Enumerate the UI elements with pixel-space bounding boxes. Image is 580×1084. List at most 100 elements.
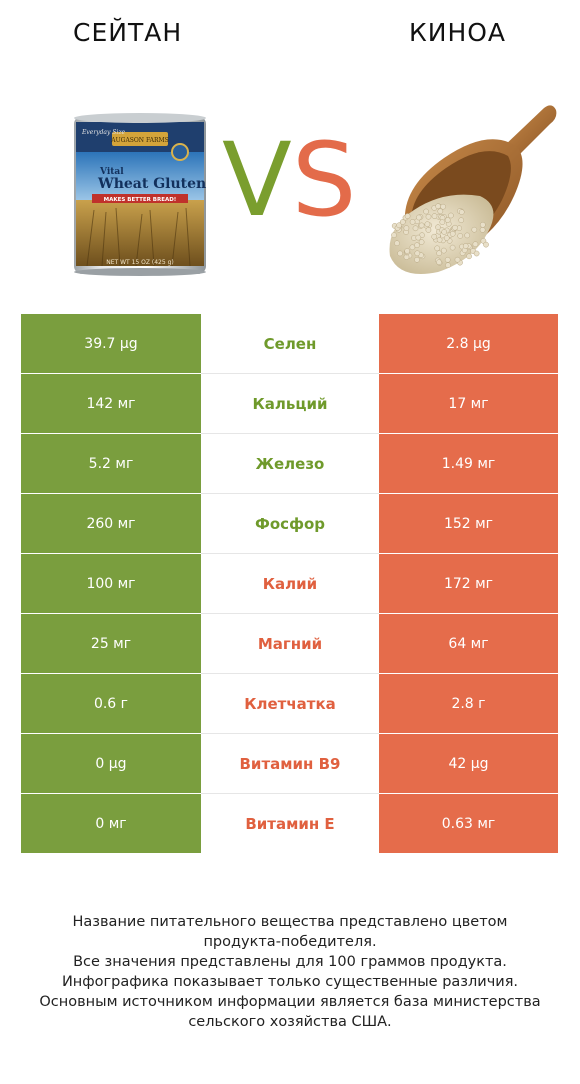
quinoa-grain bbox=[425, 213, 432, 220]
quinoa-grain bbox=[404, 248, 411, 254]
table-row: 0 µg Витамин B9 42 µg bbox=[21, 734, 558, 793]
quinoa-grain bbox=[454, 256, 461, 263]
left-product-title: СЕЙТАН bbox=[73, 18, 183, 47]
footer-line: Название питательного вещества представл… bbox=[72, 914, 508, 930]
quinoa-grain bbox=[479, 221, 486, 228]
can-corner-text: Everyday Size bbox=[81, 129, 125, 136]
footer-line: Все значения представлены для 100 граммо… bbox=[73, 954, 507, 970]
can-line2-text: Wheat Gluten bbox=[97, 176, 206, 192]
nutrient-name-cell: Магний bbox=[257, 634, 323, 653]
quinoa-grain bbox=[444, 256, 451, 263]
quinoa-grain bbox=[449, 244, 456, 251]
quinoa-grain bbox=[435, 224, 441, 231]
table-row: 0 мг Витамин E 0.63 мг bbox=[21, 794, 558, 853]
quinoa-grain bbox=[425, 227, 432, 233]
quinoa-scoop-image bbox=[384, 100, 558, 284]
quinoa-grain bbox=[396, 222, 402, 229]
quinoa-grain bbox=[471, 226, 478, 233]
quinoa-grain bbox=[418, 222, 425, 229]
quinoa-grain bbox=[440, 247, 447, 254]
footer-notes: Название питательного вещества представл… bbox=[0, 912, 580, 1032]
footer-line: Инфографика показывает только существенн… bbox=[61, 974, 519, 990]
left-value-cell: 0.6 г bbox=[21, 674, 201, 733]
middle-separator bbox=[201, 733, 379, 734]
footer-line: сельского хозяйства США. bbox=[188, 1014, 392, 1030]
can-brand-text: AUGASON FARMS bbox=[110, 137, 168, 144]
quinoa-grain bbox=[403, 225, 410, 231]
quinoa-grain bbox=[466, 253, 472, 260]
right-value-cell: 2.8 µg bbox=[379, 314, 558, 373]
quinoa-grain bbox=[479, 227, 486, 233]
quinoa-grain bbox=[409, 219, 416, 225]
quinoa-grain bbox=[391, 232, 397, 238]
quinoa-grain bbox=[436, 259, 442, 266]
right-value-cell: 42 µg bbox=[379, 734, 558, 793]
footer-line: Основным источником информации является … bbox=[39, 994, 541, 1010]
can-line3-text: MAKES BETTER BREAD! bbox=[104, 197, 177, 203]
quinoa-grain bbox=[436, 250, 442, 257]
nutrient-name-cell: Фосфор bbox=[255, 514, 325, 533]
right-value-cell: 17 мг bbox=[379, 374, 558, 433]
middle-separator bbox=[201, 553, 379, 554]
quinoa-grain bbox=[435, 203, 441, 210]
quinoa-grain bbox=[436, 236, 443, 243]
can-line1-text: Vital bbox=[99, 167, 124, 177]
quinoa-grain bbox=[441, 229, 448, 235]
left-value-cell: 25 мг bbox=[21, 614, 201, 673]
left-value-cell: 100 мг bbox=[21, 554, 201, 613]
footer-line: продукта-победителя. bbox=[203, 934, 377, 950]
left-value-cell: 0 µg bbox=[21, 734, 201, 793]
right-value-cell: 64 мг bbox=[379, 614, 558, 673]
quinoa-grain bbox=[449, 230, 456, 237]
table-row: 100 мг Калий 172 мг bbox=[21, 554, 558, 613]
quinoa-grain bbox=[437, 208, 444, 215]
quinoa-grain bbox=[423, 208, 429, 215]
left-value-cell: 260 мг bbox=[21, 494, 201, 553]
right-value-cell: 152 мг bbox=[379, 494, 558, 553]
quinoa-grain bbox=[431, 233, 438, 240]
right-product-title: КИНОА bbox=[409, 18, 507, 47]
nutrient-name-cell: Калий bbox=[262, 574, 318, 593]
nutrient-name-cell: Клетчатка bbox=[244, 694, 336, 713]
left-value-cell: 142 мг bbox=[21, 374, 201, 433]
middle-separator bbox=[201, 433, 379, 434]
quinoa-grain bbox=[458, 209, 465, 215]
middle-separator bbox=[201, 613, 379, 614]
right-value-cell: 172 мг bbox=[379, 554, 558, 613]
quinoa-grain bbox=[457, 233, 464, 239]
nutrient-name-cell: Селен bbox=[263, 334, 317, 353]
nutrient-name-cell: Железо bbox=[255, 454, 325, 473]
right-value-cell: 2.8 г bbox=[379, 674, 558, 733]
quinoa-grain bbox=[483, 241, 489, 248]
quinoa-grain bbox=[473, 250, 480, 257]
quinoa-grain bbox=[414, 242, 420, 249]
table-row: 142 мг Кальций 17 мг bbox=[21, 374, 558, 433]
middle-separator bbox=[201, 793, 379, 794]
quinoa-grain bbox=[414, 256, 420, 263]
quinoa-grain bbox=[464, 232, 471, 239]
quinoa-grain bbox=[424, 221, 431, 228]
table-row: 5.2 мг Железо 1.49 мг bbox=[21, 434, 558, 493]
left-value-cell: 5.2 мг bbox=[21, 434, 201, 493]
left-value-cell: 0 мг bbox=[21, 794, 201, 853]
vs-s-letter: S bbox=[291, 121, 357, 240]
middle-separator bbox=[201, 673, 379, 674]
left-value-cell: 39.7 µg bbox=[21, 314, 201, 373]
quinoa-grain bbox=[397, 250, 403, 257]
quinoa-grain bbox=[404, 213, 411, 219]
right-value-cell: 0.63 мг bbox=[379, 794, 558, 853]
quinoa-grain bbox=[444, 217, 451, 223]
quinoa-grain bbox=[440, 203, 446, 210]
right-value-cell: 1.49 мг bbox=[379, 434, 558, 493]
table-row: 25 мг Магний 64 мг bbox=[21, 614, 558, 673]
quinoa-grain bbox=[439, 219, 446, 226]
quinoa-grain bbox=[412, 225, 419, 232]
quinoa-grain bbox=[434, 245, 441, 252]
quinoa-grain bbox=[415, 234, 422, 241]
quinoa-grain bbox=[414, 250, 421, 257]
nutrient-name-cell: Кальций bbox=[252, 394, 328, 413]
quinoa-grain bbox=[409, 244, 416, 251]
quinoa-grain bbox=[462, 243, 469, 249]
middle-separator bbox=[201, 373, 379, 374]
nutrient-name-cell: Витамин B9 bbox=[239, 754, 341, 773]
